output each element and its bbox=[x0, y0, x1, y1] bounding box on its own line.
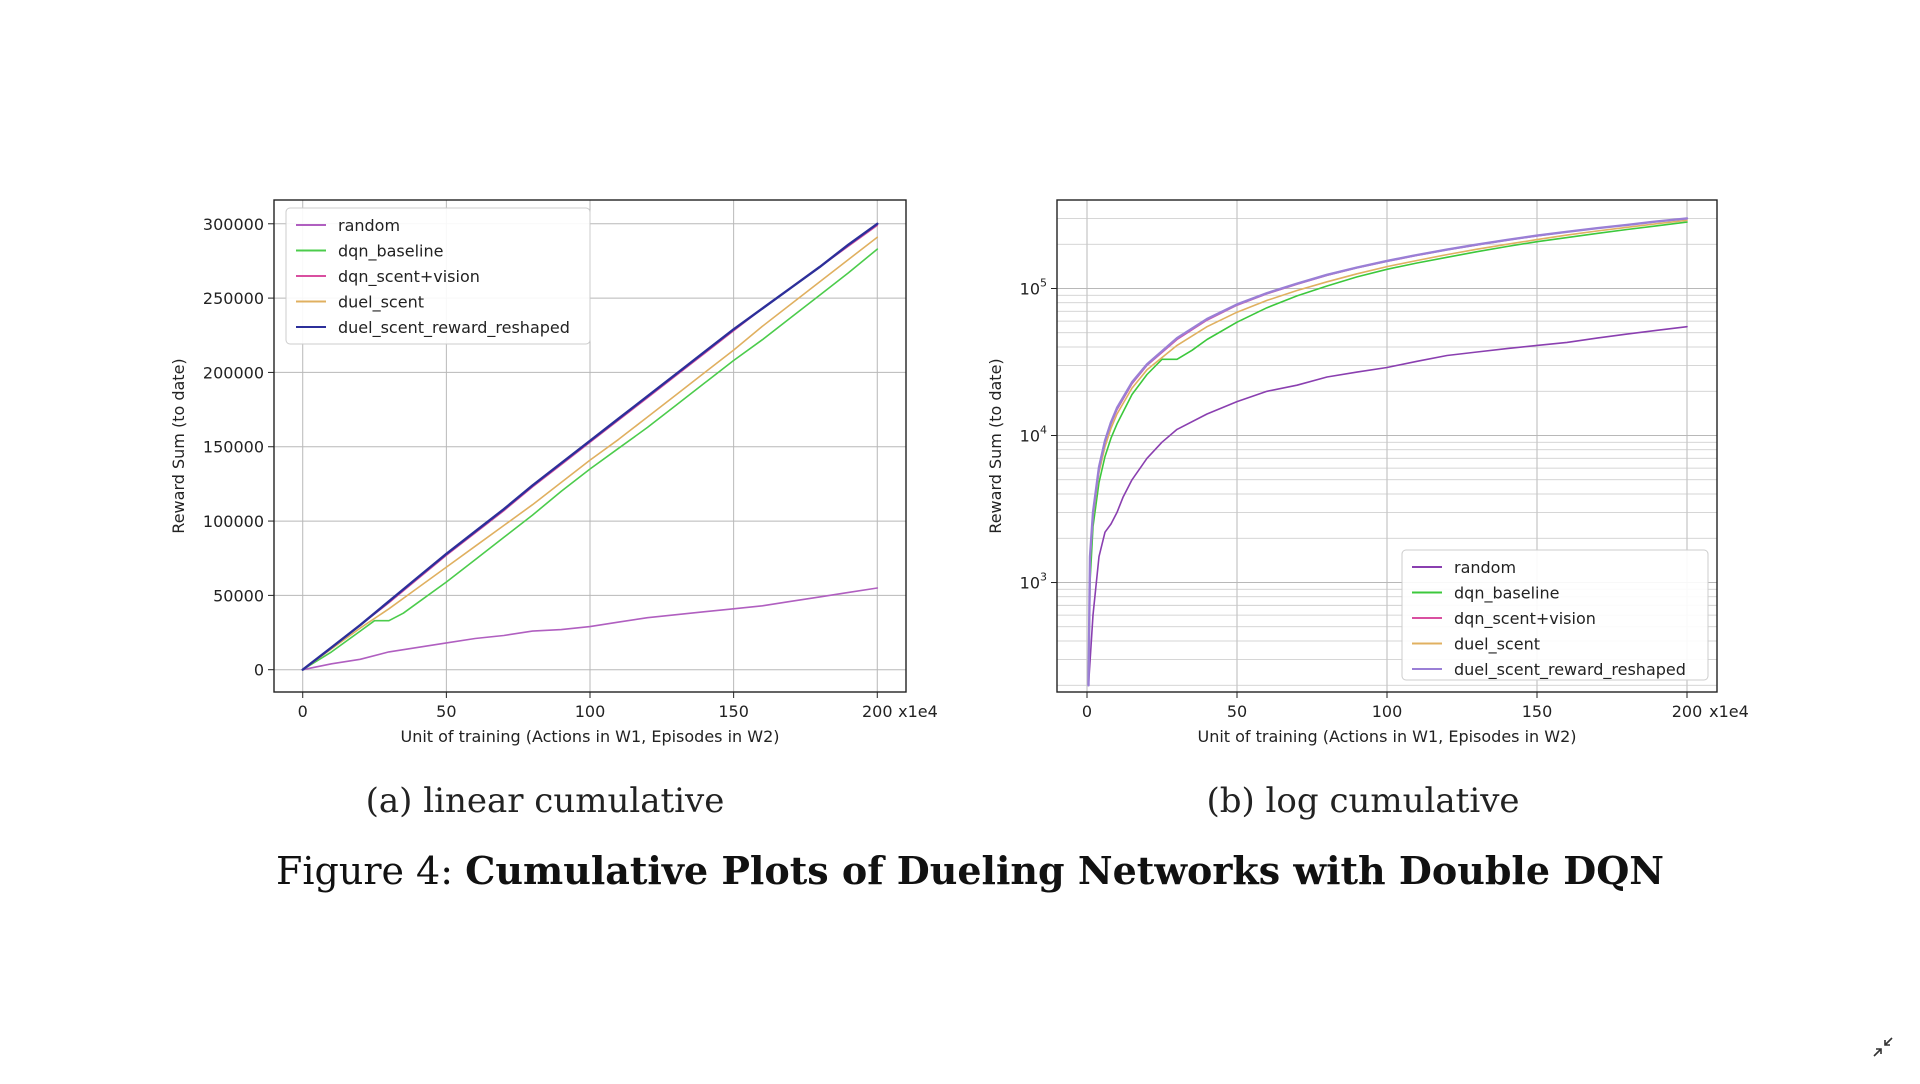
x-axis-label: Unit of training (Actions in W1, Episode… bbox=[1197, 727, 1576, 746]
y-tick-label: 250000 bbox=[203, 289, 264, 308]
legend-label: duel_scent_reward_reshaped bbox=[1454, 660, 1686, 680]
legend-label: dqn_scent+vision bbox=[338, 267, 480, 287]
x-tick-label: 50 bbox=[436, 702, 456, 721]
y-tick-label: 0 bbox=[254, 661, 264, 680]
x-tick-label: 50 bbox=[1227, 702, 1247, 721]
series-line-random bbox=[1087, 325, 1688, 687]
series-lines bbox=[1087, 217, 1689, 687]
y-axis-label: Reward Sum (to date) bbox=[169, 358, 188, 533]
legend-label: dqn_baseline bbox=[338, 242, 443, 262]
y-tick-label: 50000 bbox=[213, 586, 264, 605]
x-offset-label: x1e4 bbox=[898, 702, 938, 721]
y-tick-label: 100000 bbox=[203, 512, 264, 531]
series-line-dqn-baseline bbox=[301, 248, 879, 671]
y-tick-label: 103 bbox=[1020, 571, 1047, 593]
legend-box bbox=[285, 207, 591, 345]
series-lines bbox=[301, 222, 879, 671]
legend-label: dqn_scent+vision bbox=[1454, 609, 1596, 629]
subcaption-b: (b) log cumulative bbox=[1206, 781, 1519, 821]
series-line-random bbox=[301, 587, 879, 671]
series-line-duel-scent bbox=[301, 236, 879, 671]
x-tick-label: 150 bbox=[718, 702, 749, 721]
exit-fullscreen-icon bbox=[1872, 1036, 1894, 1062]
legend-label: duel_scent bbox=[1454, 635, 1540, 655]
x-tick-label: 100 bbox=[1372, 702, 1403, 721]
x-tick-label: 100 bbox=[575, 702, 606, 721]
subcaption-a: (a) linear cumulative bbox=[366, 781, 725, 821]
legend-label: random bbox=[1454, 558, 1516, 577]
figure-caption: Figure 4: Cumulative Plots of Dueling Ne… bbox=[276, 848, 1664, 893]
series-line-duel-scent-reward-reshaped bbox=[301, 222, 879, 671]
y-tick-label: 104 bbox=[1020, 424, 1047, 446]
figure-caption-prefix: Figure 4: bbox=[276, 849, 465, 893]
figure-caption-title: Cumulative Plots of Dueling Networks wit… bbox=[465, 848, 1664, 893]
exit-fullscreen-button[interactable] bbox=[1868, 1034, 1898, 1064]
series-line-duel-scent bbox=[1087, 219, 1688, 687]
x-tick-label: 0 bbox=[298, 702, 308, 721]
x-tick-label: 0 bbox=[1082, 702, 1092, 721]
legend-box bbox=[1401, 549, 1709, 681]
x-offset-label: x1e4 bbox=[1709, 702, 1749, 721]
grid bbox=[1057, 199, 1717, 692]
y-tick-label: 300000 bbox=[203, 215, 264, 234]
legend: random dqn_baseline dqn_scent+vision duel_s… bbox=[1401, 549, 1709, 681]
legend-label: dqn_baseline bbox=[1454, 584, 1559, 604]
x-tick-label: 200 bbox=[1672, 702, 1703, 721]
legend-label: random bbox=[338, 216, 400, 235]
y-axis-label: Reward Sum (to date) bbox=[986, 358, 1005, 533]
series-line-duel-scent-reward-reshaped bbox=[1087, 217, 1689, 687]
legend-label: duel_scent bbox=[338, 293, 424, 313]
y-tick-label: 200000 bbox=[203, 363, 264, 382]
chart-linear-cumulative: 0 50 100 150 200 x1e4 0 50000 100000 150000 200000… bbox=[169, 199, 938, 746]
x-axis-label: Unit of training (Actions in W1, Episode… bbox=[400, 727, 779, 746]
legend: random dqn_baseline dqn_scent+vision duel_s… bbox=[285, 207, 591, 345]
chart-log-cumulative: 0 50 100 150 200 x1e4 103 104 105 Unit of trainin… bbox=[986, 199, 1749, 746]
legend-label: duel_scent_reward_reshaped bbox=[338, 318, 570, 338]
series-line-dqn-baseline bbox=[1087, 221, 1688, 687]
x-tick-label: 150 bbox=[1522, 702, 1553, 721]
y-tick-label: 105 bbox=[1020, 277, 1047, 299]
y-tick-label: 150000 bbox=[203, 438, 264, 457]
x-tick-label: 200 bbox=[862, 702, 893, 721]
